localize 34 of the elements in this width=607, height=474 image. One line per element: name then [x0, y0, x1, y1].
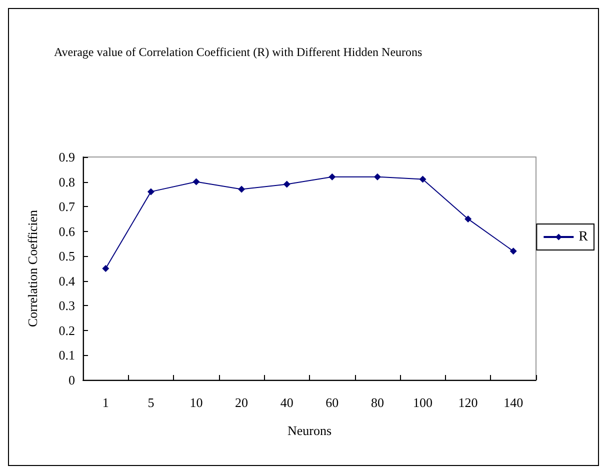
y-tick-label: 0.2: [58, 322, 75, 338]
x-tick-label: 10: [190, 395, 203, 410]
x-axis-title: Neurons: [287, 423, 332, 438]
point: [328, 173, 336, 180]
x-tick-label: 40: [280, 395, 294, 410]
y-tick-label: 0.8: [58, 174, 75, 190]
y-tick-label: 0.6: [58, 224, 76, 239]
y-tick-label: 0: [68, 372, 75, 388]
point: [147, 188, 154, 196]
y-tick-label: 0.7: [58, 199, 76, 214]
y-axis-title: Correlation Coefficien: [25, 209, 40, 328]
chart-title: Average value of Correlation Coefficient (R) with Different Hidden Neurons: [54, 45, 423, 59]
x-tick-label: 80: [370, 395, 384, 410]
y-tick-label: 0.9: [58, 150, 75, 164]
x-tick-label: 100: [413, 395, 432, 410]
point: [510, 248, 517, 255]
point: [238, 186, 246, 193]
point: [464, 215, 472, 222]
x-tick-label: 120: [458, 395, 478, 410]
x-tick-label: 20: [235, 395, 248, 410]
point: [283, 180, 290, 188]
y-tick-label: 0.4: [58, 273, 76, 288]
point: [102, 265, 110, 272]
x-tick-label: 60: [326, 395, 339, 410]
x-tick-label: 1: [102, 395, 109, 410]
y-tick-label: 0.3: [58, 298, 75, 314]
y-tick-label: 0.1: [58, 348, 75, 363]
x-tick-label: 140: [504, 395, 524, 410]
point: [192, 178, 200, 186]
point: [374, 173, 381, 180]
legend-label: R: [578, 230, 589, 244]
x-tick-label: 5: [148, 395, 154, 410]
point: [419, 176, 426, 183]
y-tick-label: 0.5: [58, 248, 75, 264]
